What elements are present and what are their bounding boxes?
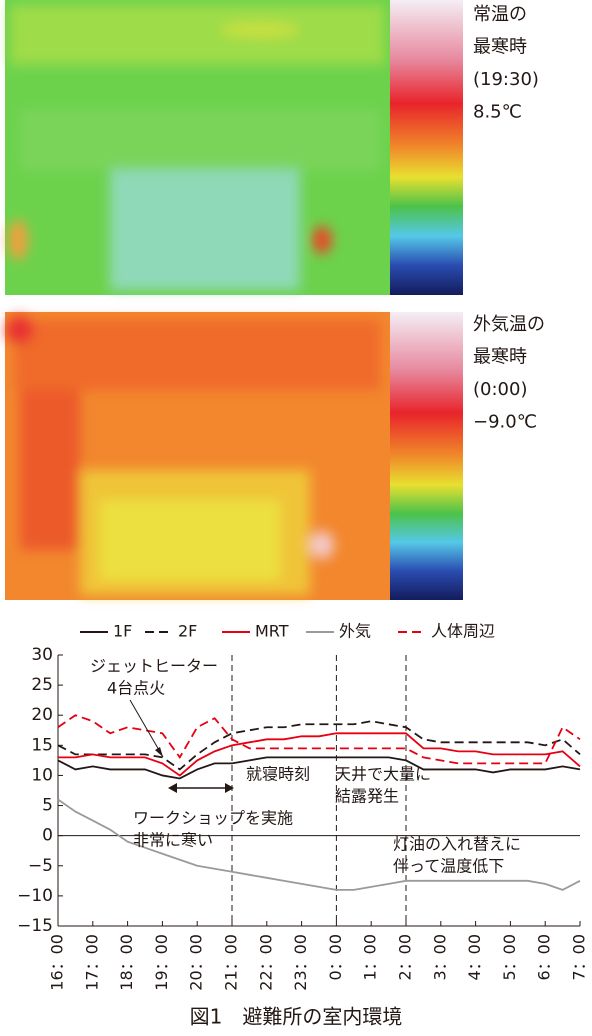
x-tick-label: 6：00 [535,934,554,981]
annotation: 伴って温度低下 [393,857,504,876]
thermal-caption-line: −9.0℃ [473,412,537,433]
x-tick-label: 22：00 [256,934,275,991]
thermal-caption-line: 外気温の [473,314,545,335]
legend-label: 外気 [339,622,371,641]
annotation: 結露発生 [335,787,399,806]
y-tick-label: −10 [17,886,53,906]
x-tick-label: 20：00 [187,934,206,991]
annotation: 天井で大量に [335,765,431,784]
x-tick-label: 4：00 [465,934,484,981]
y-tick-label: 30 [31,645,53,665]
x-tick-label: 17：00 [82,934,101,991]
y-tick-label: 15 [31,735,53,755]
y-tick-label: 10 [31,765,53,785]
y-tick-label: 5 [42,796,53,816]
annotation: 就寝時刻 [246,765,310,784]
x-tick-label: 2：00 [396,934,415,981]
annotation: ワークショップを実施 [133,809,293,828]
x-tick-label: 1：00 [361,934,380,981]
figure-caption: 図1 避難所の室内環境 [190,1005,403,1029]
arrowhead-left [168,783,177,793]
arrowhead-right [225,783,234,793]
annotation: 灯油の入れ替えに [393,835,521,854]
legend-label: 人体周辺 [431,622,495,641]
legend-label: 1F [113,622,132,641]
y-tick-label: 0 [42,826,53,846]
legend-label: MRT [255,622,289,641]
x-tick-label: 3：00 [430,934,449,981]
x-tick-label: 5：00 [500,934,519,981]
thermal-caption-line: 最寒時 [473,347,527,368]
x-tick-label: 7：00 [570,934,589,981]
annotation: ジェットヒーター [90,657,218,676]
series-line [58,757,580,778]
x-tick-label: 19：00 [152,934,171,991]
y-tick-label: −5 [28,856,53,876]
x-tick-label: 16：00 [48,934,67,991]
x-tick-label: 21：00 [222,934,241,991]
annotation: 非常に寒い [133,831,213,850]
x-tick-label: 0：00 [326,934,345,981]
y-tick-label: 20 [31,705,53,725]
thermal-caption-line: (0:00) [473,379,527,400]
thermal-image-1 [5,0,463,295]
x-tick-label: 18：00 [117,934,136,991]
y-tick-label: −15 [17,916,53,936]
thermal-caption-line: 8.5℃ [473,102,522,123]
page: {"thermal_images": [ {"lines": ["常温の", "… [0,0,592,1032]
figure: 常温の最寒時(19:30)8.5℃外気温の最寒時(0:00)−9.0℃ 3025… [0,0,592,1032]
x-tick-label: 23：00 [291,934,310,991]
legend-label: 2F [178,622,197,641]
annotation: 4台点火 [107,679,165,698]
thermal-image-2 [5,312,463,600]
thermal-caption-line: (19:30) [473,69,539,90]
y-tick-label: 25 [31,675,53,695]
thermal-caption-line: 常温の [473,4,527,25]
thermal-caption-line: 最寒時 [473,37,527,58]
series-line [58,715,580,763]
